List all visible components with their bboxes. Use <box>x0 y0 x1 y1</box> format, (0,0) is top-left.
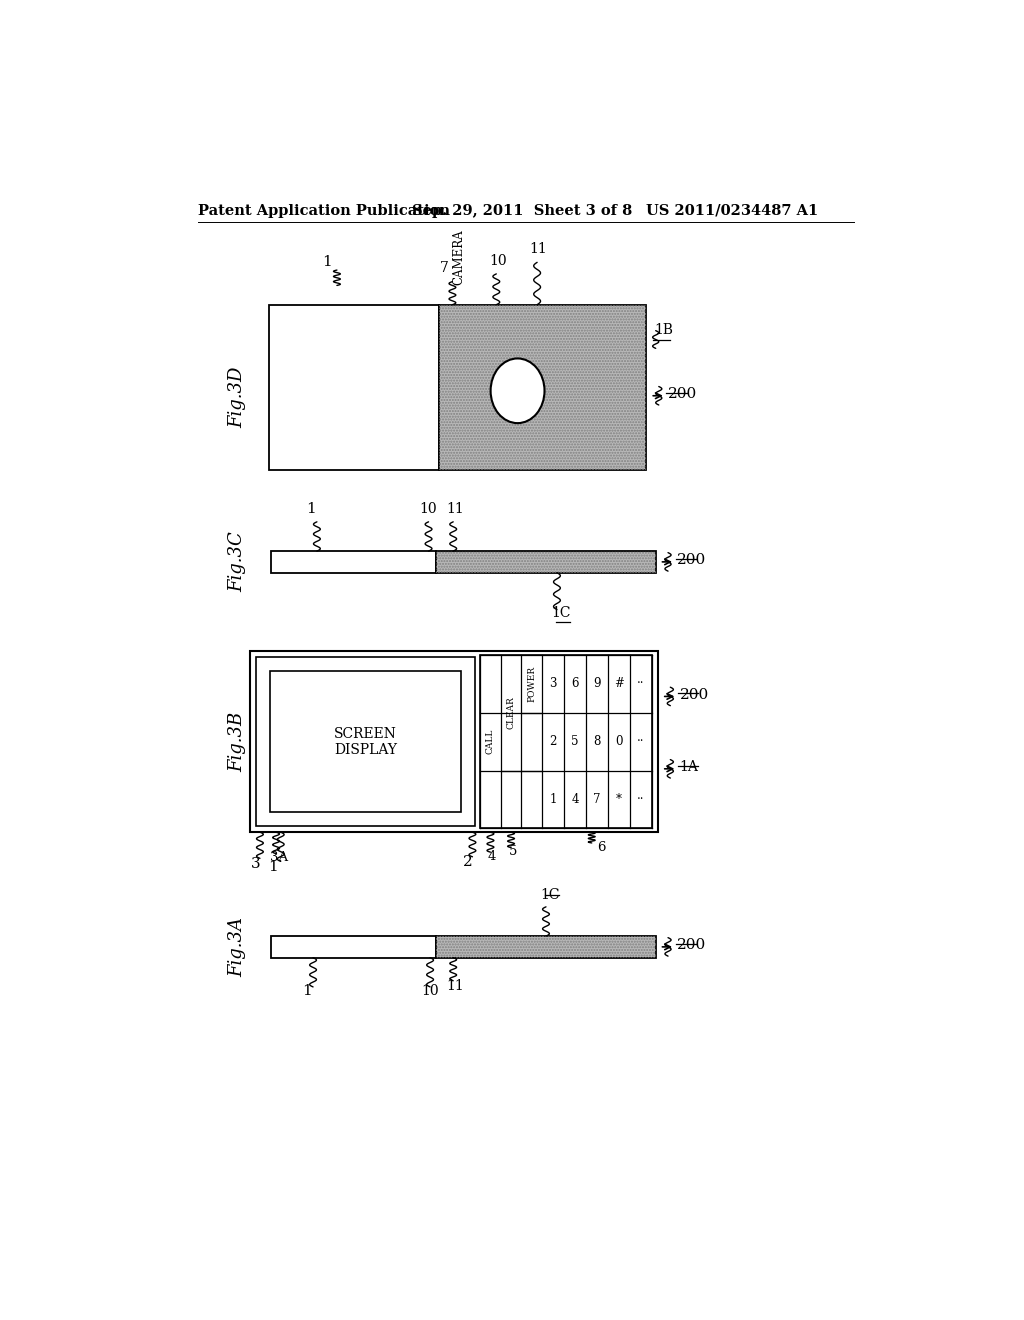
Text: Fig.3C: Fig.3C <box>227 532 246 593</box>
Text: 9: 9 <box>593 677 601 690</box>
Text: 6: 6 <box>571 677 579 690</box>
Text: US 2011/0234487 A1: US 2011/0234487 A1 <box>646 203 819 218</box>
Text: 11: 11 <box>446 979 464 993</box>
Text: 1: 1 <box>306 502 315 516</box>
Text: ··: ·· <box>637 735 645 748</box>
Bar <box>256 657 475 826</box>
Bar <box>436 936 655 958</box>
Text: 0: 0 <box>615 735 623 748</box>
Text: *: * <box>615 793 622 807</box>
Text: 4: 4 <box>571 793 579 807</box>
Bar <box>436 936 655 958</box>
Text: 1: 1 <box>302 983 311 998</box>
Text: #: # <box>614 677 624 690</box>
Text: Fig.3A: Fig.3A <box>227 917 246 977</box>
Bar <box>436 552 655 573</box>
Bar <box>269 305 438 470</box>
Bar <box>438 305 646 470</box>
Text: 3: 3 <box>549 677 557 690</box>
Bar <box>436 552 655 573</box>
Text: 8: 8 <box>593 735 601 748</box>
Text: 7: 7 <box>593 793 601 807</box>
Ellipse shape <box>490 359 545 424</box>
Text: CAMERA: CAMERA <box>453 230 466 285</box>
Text: 4: 4 <box>487 850 497 863</box>
Bar <box>480 655 652 829</box>
Text: 1C: 1C <box>540 888 559 902</box>
Text: CLEAR: CLEAR <box>507 697 515 729</box>
Text: 3: 3 <box>251 857 261 871</box>
Text: 6: 6 <box>597 841 605 854</box>
Text: 5: 5 <box>571 735 579 748</box>
Text: 10: 10 <box>489 253 507 268</box>
Text: 10: 10 <box>420 502 437 516</box>
Text: 11: 11 <box>446 502 464 516</box>
Text: 1B: 1B <box>654 323 673 338</box>
Text: 1A: 1A <box>680 760 698 774</box>
Text: 7: 7 <box>440 260 450 275</box>
Text: 1: 1 <box>322 255 332 269</box>
Text: Fig.3D: Fig.3D <box>227 367 246 428</box>
Bar <box>438 305 646 470</box>
Text: 2: 2 <box>463 855 473 869</box>
Text: 2: 2 <box>549 735 557 748</box>
Text: 1: 1 <box>268 859 278 874</box>
Bar <box>270 671 461 812</box>
Text: ··: ·· <box>637 793 645 807</box>
Bar <box>270 936 436 958</box>
Text: Fig.3B: Fig.3B <box>227 711 246 772</box>
Text: 200: 200 <box>680 688 709 702</box>
Text: 5: 5 <box>509 845 517 858</box>
Text: POWER: POWER <box>527 665 537 702</box>
Text: ··: ·· <box>637 677 645 690</box>
Text: Patent Application Publication: Patent Application Publication <box>199 203 451 218</box>
Text: 1: 1 <box>549 793 557 807</box>
Text: 200: 200 <box>677 553 707 568</box>
Text: 10: 10 <box>421 983 439 998</box>
Text: 200: 200 <box>668 387 697 401</box>
Text: SCREEN
DISPLAY: SCREEN DISPLAY <box>334 726 397 756</box>
Text: CALL: CALL <box>486 729 495 754</box>
Text: 3A: 3A <box>270 851 288 865</box>
Bar <box>270 552 436 573</box>
Text: 11: 11 <box>529 242 548 256</box>
Bar <box>250 651 658 832</box>
Text: Sep. 29, 2011  Sheet 3 of 8: Sep. 29, 2011 Sheet 3 of 8 <box>412 203 632 218</box>
Text: 200: 200 <box>677 939 707 952</box>
Text: 1C: 1C <box>551 606 570 620</box>
